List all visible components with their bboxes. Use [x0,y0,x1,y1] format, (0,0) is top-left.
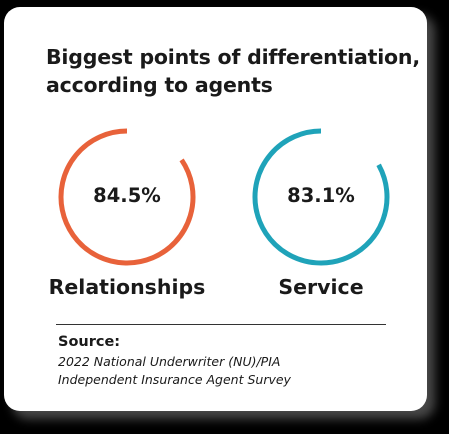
source-heading: Source: [58,334,121,350]
ring-relationships [58,128,196,266]
ring-service [252,128,390,266]
title-line-2: according to agents [46,73,273,97]
ring-arc-service [252,128,390,266]
divider [56,324,386,325]
category-label-relationships: Relationships [48,275,206,299]
ring-arc-relationships [58,128,196,266]
source-line-2: Independent Insurance Agent Survey [58,372,291,387]
category-label-service: Service [278,275,364,299]
value-label-service: 83.1% [287,184,355,207]
infographic-card: Biggest points of differentiation, accor… [4,7,427,411]
chart-title: Biggest points of differentiation, accor… [46,43,420,99]
value-label-relationships: 84.5% [93,184,161,207]
source-line-1: 2022 National Underwriter (NU)/PIA [58,354,281,369]
title-line-1: Biggest points of differentiation, [46,45,420,69]
